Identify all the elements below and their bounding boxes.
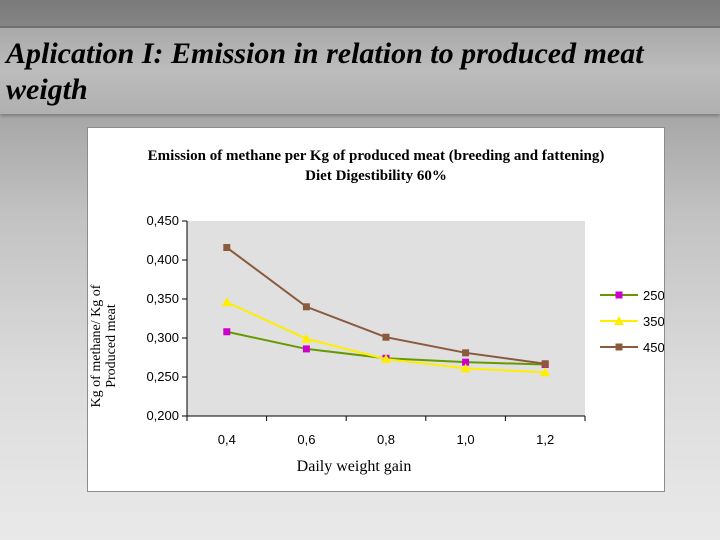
legend-marker-250	[615, 291, 623, 299]
legend-label-250: 250	[643, 288, 664, 303]
data-point-450	[541, 360, 549, 368]
x-tick-label: 0,6	[297, 432, 315, 447]
y-tick-label: 0,300	[146, 330, 179, 345]
data-point-350	[381, 354, 391, 364]
data-point-450	[462, 349, 470, 357]
y-tick-label: 0,400	[146, 252, 179, 267]
y-tick-label: 0,450	[146, 213, 179, 228]
x-tick-label: 0,4	[218, 432, 236, 447]
data-point-350	[460, 363, 471, 373]
legend-marker-450	[615, 343, 623, 351]
chart-title: Emission of methane per Kg of produced m…	[147, 148, 605, 164]
x-tick-label: 1,0	[457, 432, 475, 447]
data-point-350	[221, 297, 232, 307]
plot-area-svg: 0,200 0,250 0,300 0,350 0,400 0,450 0,4 0,6 0,8 1…	[146, 213, 664, 447]
data-point-450	[223, 244, 231, 252]
title-band	[0, 26, 720, 114]
plot-background	[187, 221, 585, 416]
data-point-450	[302, 303, 310, 311]
slide-title: Aplication I: Emission in relation to pr…	[6, 37, 644, 106]
legend-label-350: 350	[643, 314, 664, 329]
y-tick-label: 0,250	[146, 369, 179, 384]
legend-marker-350	[614, 316, 624, 325]
x-axis-label: Daily weight gain	[296, 458, 412, 475]
y-tick-label: 0,200	[146, 408, 179, 423]
data-point-250	[302, 345, 310, 353]
legend-label-450: 450	[643, 340, 664, 355]
data-point-350	[301, 333, 312, 343]
data-point-350	[540, 367, 551, 377]
x-tick-label: 0,8	[377, 432, 395, 447]
data-point-450	[382, 333, 390, 341]
chart-container: Emission of methane per Kg of produced m…	[87, 127, 665, 492]
data-point-250	[223, 328, 231, 336]
x-tick-label: 1,2	[536, 432, 554, 447]
y-tick-label: 0,350	[146, 291, 179, 306]
title-band-line	[0, 26, 720, 28]
data-point-250	[462, 358, 470, 366]
chart-subtitle: Diet Digestibility 60%	[305, 168, 447, 184]
